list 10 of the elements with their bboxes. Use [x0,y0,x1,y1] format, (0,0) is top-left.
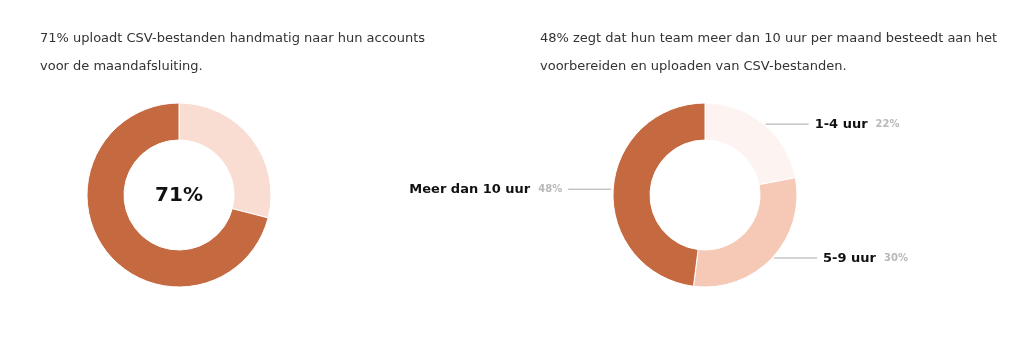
slice-label: Meer dan 10 uur [409,181,531,197]
slice-label: 5-9 uur [823,249,877,265]
data-label: 30% [884,251,908,263]
chart-title: 71% uploadt CSV-bestanden handmatig naar hun accounts voor de maandafsluiting. [39,29,427,75]
chart-title: 48% zegt dat hun team meer dan 10 uur per maand besteedt aan het voorbereiden en uploaden van CSV-bestanden. [540,30,998,73]
data-label: 22% [875,118,900,130]
slice-label: 1-4 uur [814,116,869,132]
data-label: 48% [538,183,563,195]
donut-slice [86,102,269,288]
text: 71% [155,182,203,206]
